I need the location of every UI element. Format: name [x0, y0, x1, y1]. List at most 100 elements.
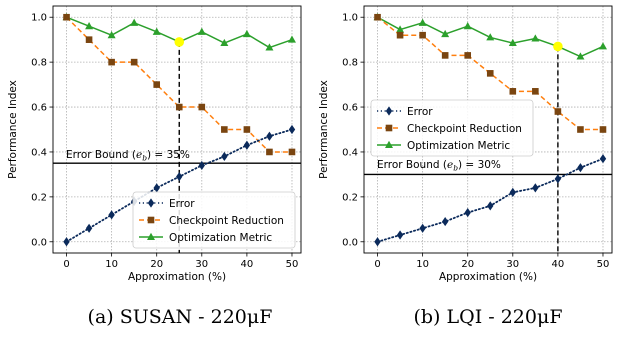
data-point: [221, 151, 228, 162]
highlight-point: [553, 41, 563, 52]
series-line: [376, 157, 604, 243]
data-point: [108, 58, 115, 66]
data-point: [441, 29, 450, 38]
data-point: [487, 201, 494, 211]
data-point: [464, 207, 471, 218]
x-tick-label: 30: [195, 259, 208, 270]
data-point: [266, 131, 273, 141]
x-tick-label: 40: [241, 259, 254, 270]
caption: (b) LQI - 220μF: [413, 306, 562, 328]
data-point: [287, 35, 296, 43]
y-tick-label: 0.8: [31, 58, 47, 69]
legend-label: Optimization Metric: [407, 140, 510, 152]
data-point: [577, 163, 584, 173]
axes-frame: [363, 5, 613, 254]
data-point: [464, 52, 472, 59]
data-point: [220, 38, 229, 47]
series-checkpoint-reduction: [374, 13, 607, 133]
caption: (a) SUSAN - 220μF: [88, 306, 273, 328]
y-tick-label: 1.0: [31, 13, 47, 24]
legend-label: Optimization Metric: [169, 232, 272, 244]
data-point: [152, 27, 161, 35]
data-point: [441, 216, 449, 227]
series-optimization-metric: [373, 13, 607, 60]
y-tick-label: 0.0: [31, 237, 47, 248]
series-checkpoint-reduction: [63, 13, 296, 156]
x-tick-label: 0: [63, 259, 69, 270]
legend-marker: [385, 106, 393, 116]
data-point: [486, 33, 495, 41]
data-point: [396, 25, 405, 33]
data-point: [242, 29, 251, 38]
data-point: [599, 126, 607, 133]
data-point: [577, 126, 584, 133]
legend-label: Checkpoint Reduction: [407, 123, 522, 135]
data-point: [508, 38, 517, 47]
data-point: [441, 52, 449, 59]
data-point: [418, 18, 427, 26]
data-point: [107, 30, 116, 39]
x-tick-label: 30: [506, 259, 519, 270]
data-point: [374, 13, 381, 21]
series-error: [374, 154, 607, 247]
data-point: [599, 154, 607, 164]
x-tick-label: 50: [286, 259, 299, 270]
data-point: [288, 124, 296, 135]
legend-marker: [147, 232, 155, 240]
y-tick-label: 0.8: [342, 58, 358, 69]
data-point: [221, 126, 228, 133]
legend-marker: [147, 216, 155, 224]
x-tick-label: 40: [552, 259, 565, 270]
data-point: [576, 52, 585, 60]
x-tick-label: 10: [416, 259, 429, 270]
y-tick-label: 0.2: [342, 192, 358, 203]
data-point: [63, 13, 70, 21]
y-tick-label: 0.4: [342, 147, 358, 158]
chart-panel-a: 0 10 20 30 40 50 0.0 0.2 0.4 0.6 0.8 1.0 Approximati…: [7, 5, 302, 328]
data-point: [554, 108, 562, 115]
legend-box: [370, 99, 534, 157]
y-axis-label: Performance Index: [318, 80, 330, 179]
axes-frame: [52, 5, 302, 254]
x-tick-label: 10: [105, 259, 118, 270]
data-point: [396, 31, 404, 39]
data-point: [598, 42, 607, 50]
data-point: [176, 172, 183, 182]
data-point: [197, 27, 206, 35]
data-point: [531, 34, 540, 42]
highlight-point: [174, 37, 185, 47]
error-bound-label: Error Bound (eb) = 35%: [66, 149, 190, 163]
data-point: [243, 140, 251, 150]
data-point: [419, 223, 426, 233]
data-point: [198, 160, 205, 171]
legend-label: Error: [169, 198, 195, 210]
y-tick-label: 0.4: [31, 147, 47, 158]
legend: Error Checkpoint Reduction Optimization Me…: [370, 99, 534, 157]
x-axis-label: Approximation (%): [439, 271, 537, 283]
data-point: [288, 148, 296, 156]
data-point: [463, 22, 472, 30]
series-line: [377, 16, 603, 131]
data-point: [396, 230, 404, 240]
legend-marker: [147, 198, 155, 208]
data-point: [419, 31, 426, 39]
y-tick-label: 0.0: [342, 237, 358, 248]
x-tick-label: 20: [150, 259, 163, 270]
chart-panel-b: 0 10 20 30 40 50 0.0 0.2 0.4 0.6 0.8 1.0 Approximati…: [318, 5, 613, 328]
data-point: [175, 103, 183, 111]
x-tick-label: 50: [597, 259, 610, 270]
legend-label: Error: [407, 106, 433, 118]
y-tick-label: 0.6: [31, 103, 47, 114]
legend-marker: [385, 140, 393, 148]
data-point: [532, 88, 539, 95]
y-tick-label: 0.2: [31, 192, 47, 203]
data-point: [63, 237, 70, 247]
data-point: [509, 187, 516, 197]
data-point: [108, 210, 115, 220]
x-tick-label: 0: [374, 259, 380, 270]
data-point: [85, 36, 93, 43]
error-bound-label: Error Bound (eb) = 30%: [377, 159, 501, 173]
data-point: [486, 70, 494, 77]
data-point: [85, 223, 93, 233]
y-axis-label: Performance Index: [7, 80, 19, 179]
